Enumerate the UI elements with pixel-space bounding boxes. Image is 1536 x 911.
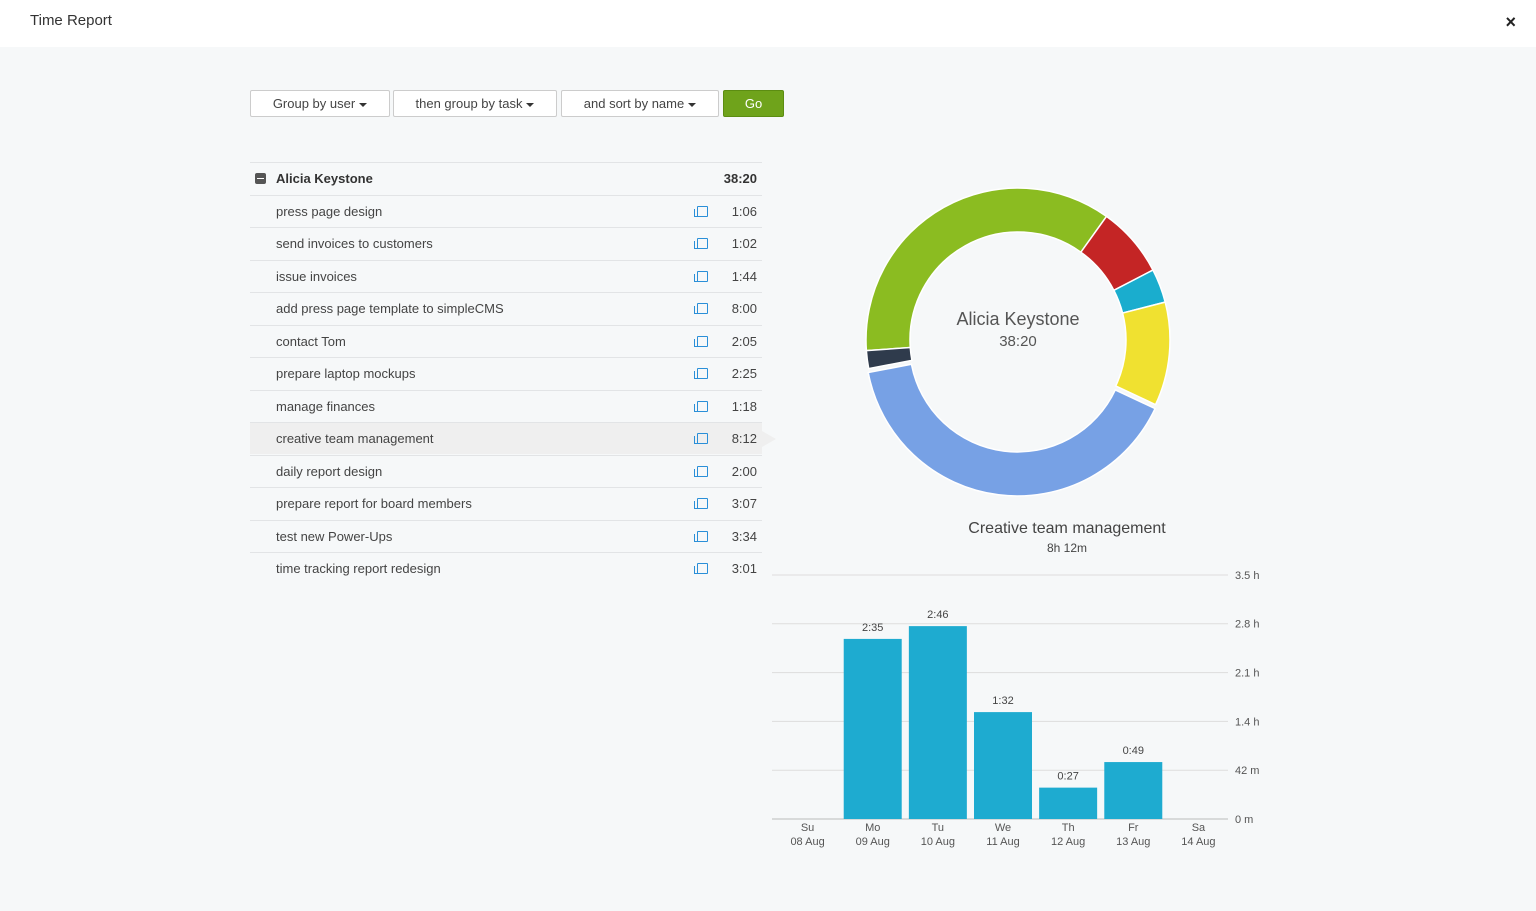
bar-value-label: 0:49 bbox=[1123, 745, 1144, 757]
sort-select[interactable]: and sort by name bbox=[561, 90, 719, 117]
task-row[interactable]: creative team management 8:12 bbox=[250, 422, 776, 454]
close-button[interactable]: × bbox=[1505, 12, 1516, 32]
user-total: 38:20 bbox=[723, 171, 757, 186]
bar-value-label: 2:35 bbox=[862, 622, 883, 634]
task-time: 2:05 bbox=[731, 333, 757, 349]
y-tick-label: 42 m bbox=[1235, 765, 1259, 777]
bar-value-label: 2:46 bbox=[927, 609, 948, 621]
x-tick-label: Mo bbox=[865, 822, 880, 834]
x-tick-label: Tu bbox=[932, 822, 944, 834]
task-name: prepare laptop mockups bbox=[276, 366, 416, 381]
x-tick-date: 09 Aug bbox=[856, 836, 890, 848]
open-icon[interactable] bbox=[694, 530, 708, 542]
task-row[interactable]: issue invoices 1:44 bbox=[250, 259, 762, 292]
x-tick-label: Fr bbox=[1128, 822, 1139, 834]
dialog-title: Time Report bbox=[30, 12, 112, 29]
task-name: issue invoices bbox=[276, 268, 357, 284]
open-icon[interactable] bbox=[694, 303, 708, 314]
open-icon[interactable] bbox=[694, 400, 708, 412]
open-icon[interactable] bbox=[694, 335, 708, 347]
task-name: creative team management bbox=[276, 431, 434, 446]
task-time: 1:02 bbox=[731, 236, 757, 251]
task-time: 1:06 bbox=[731, 203, 757, 219]
donut-center-total: 38:20 bbox=[999, 333, 1037, 350]
task-row[interactable]: send invoices to customers 1:02 bbox=[250, 227, 762, 259]
x-tick-date: 08 Aug bbox=[790, 836, 824, 848]
donut-center-name: Alicia Keystone bbox=[956, 309, 1079, 329]
open-icon[interactable] bbox=[694, 563, 708, 574]
task-row[interactable]: prepare laptop mockups 2:25 bbox=[250, 357, 762, 389]
group-select[interactable]: Group by user bbox=[250, 90, 390, 117]
task-row[interactable]: time tracking report redesign 3:01 bbox=[250, 552, 762, 584]
task-row[interactable]: daily report design 2:00 bbox=[250, 454, 762, 487]
bar bbox=[974, 712, 1032, 819]
bar-value-label: 1:32 bbox=[992, 695, 1013, 707]
task-name: manage finances bbox=[276, 398, 376, 414]
bar bbox=[908, 626, 967, 819]
x-tick-label: Th bbox=[1062, 822, 1075, 834]
x-tick-label: Su bbox=[801, 822, 814, 834]
task-name: test new Power-Ups bbox=[276, 528, 393, 544]
task-name: press page design bbox=[276, 203, 383, 219]
go-button[interactable]: Go bbox=[723, 90, 784, 117]
task-time: 1:18 bbox=[731, 398, 757, 414]
open-icon[interactable] bbox=[694, 270, 708, 282]
y-tick-label: 0 m bbox=[1235, 814, 1253, 826]
task-row[interactable]: add press page template to simpleCMS 8:00 bbox=[250, 292, 762, 324]
task-time: 3:34 bbox=[731, 528, 757, 544]
task-name: time tracking report redesign bbox=[276, 561, 441, 576]
open-icon[interactable] bbox=[694, 205, 708, 217]
open-icon[interactable] bbox=[694, 433, 708, 444]
x-tick-date: 13 Aug bbox=[1116, 836, 1150, 848]
task-row[interactable]: contact Tom 2:05 bbox=[250, 324, 762, 357]
task-time: 3:01 bbox=[731, 561, 757, 576]
donut-slice bbox=[865, 187, 1108, 352]
y-tick-label: 1.4 h bbox=[1235, 716, 1259, 728]
donut-slice bbox=[1114, 301, 1171, 406]
task-name: daily report design bbox=[276, 463, 383, 479]
open-icon[interactable] bbox=[694, 368, 708, 379]
x-tick-date: 14 Aug bbox=[1181, 836, 1215, 848]
task-time: 8:00 bbox=[731, 301, 757, 316]
bar bbox=[1039, 787, 1098, 819]
bar-value-label: 0:27 bbox=[1057, 771, 1078, 783]
y-tick-label: 3.5 h bbox=[1235, 570, 1259, 582]
open-icon[interactable] bbox=[694, 238, 708, 249]
donut-slice bbox=[865, 346, 913, 370]
bar-chart-title: Creative team management bbox=[968, 520, 1166, 537]
user-row[interactable]: Alicia Keystone 38:20 bbox=[250, 162, 762, 194]
x-tick-date: 10 Aug bbox=[921, 836, 955, 848]
x-tick-date: 11 Aug bbox=[986, 836, 1019, 848]
task-time: 2:00 bbox=[731, 463, 757, 479]
bar bbox=[843, 638, 902, 819]
y-tick-label: 2.8 h bbox=[1235, 619, 1259, 631]
bar-chart-subtitle: 8h 12m bbox=[1047, 541, 1087, 555]
x-tick-label: Sa bbox=[1192, 822, 1206, 834]
task-time: 3:07 bbox=[731, 496, 757, 511]
x-tick-label: We bbox=[995, 822, 1011, 834]
task-name: contact Tom bbox=[276, 333, 346, 349]
donut-slice bbox=[867, 363, 1157, 497]
open-icon[interactable] bbox=[694, 465, 708, 477]
task-time: 2:25 bbox=[731, 366, 757, 381]
subgroup-select[interactable]: then group by task bbox=[393, 90, 557, 117]
x-tick-date: 12 Aug bbox=[1051, 836, 1085, 848]
task-row[interactable]: test new Power-Ups 3:34 bbox=[250, 519, 762, 552]
bar bbox=[1104, 762, 1163, 819]
y-tick-label: 2.1 h bbox=[1235, 668, 1259, 680]
task-name: send invoices to customers bbox=[276, 236, 433, 251]
task-row[interactable]: manage finances 1:18 bbox=[250, 389, 762, 422]
task-time: 1:44 bbox=[731, 268, 757, 284]
user-name: Alicia Keystone bbox=[276, 171, 373, 186]
open-icon[interactable] bbox=[694, 498, 708, 509]
task-name: prepare report for board members bbox=[276, 496, 472, 511]
task-row[interactable]: prepare report for board members 3:07 bbox=[250, 487, 762, 519]
header: Time Report × bbox=[0, 0, 1536, 47]
collapse-icon[interactable] bbox=[255, 173, 266, 184]
task-name: add press page template to simpleCMS bbox=[276, 301, 504, 316]
task-time: 8:12 bbox=[731, 431, 757, 446]
task-row[interactable]: press page design 1:06 bbox=[250, 194, 762, 227]
